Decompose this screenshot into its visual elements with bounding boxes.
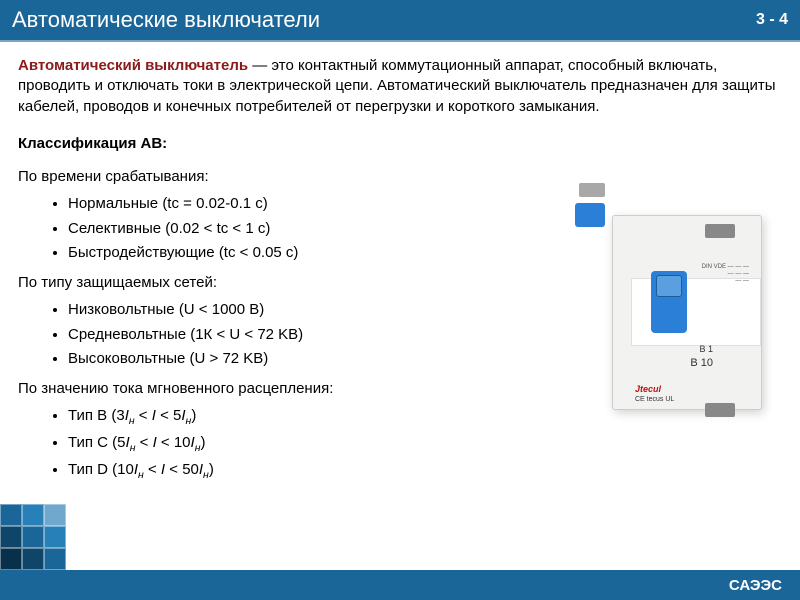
circuit-breaker-image: DIN VDE — — —— — —— — B 1 B 10 Jtecul CE… [575, 175, 770, 435]
decor-sq [0, 548, 22, 570]
device-brand: Jtecul [635, 384, 661, 394]
classification-title: Классификация АВ: [18, 135, 782, 152]
intro-paragraph: Автоматический выключатель — это контакт… [18, 56, 782, 117]
device-spec-text: DIN VDE — — —— — —— — [691, 264, 749, 286]
footer-bar: САЭЭС [0, 570, 800, 600]
device-toggle [651, 271, 687, 333]
footer-label: САЭЭС [729, 577, 782, 594]
list-item: Тип C (5Iн < I < 10Iн) [68, 431, 782, 458]
decor-sq [44, 504, 66, 526]
device-toggle-knob [656, 275, 682, 297]
decor-sq [0, 504, 22, 526]
header-bar: Автоматические выключатели 3 - 4 [0, 0, 800, 40]
decor-sq [22, 504, 44, 526]
device-terminal-top [705, 224, 735, 238]
page-title: Автоматические выключатели [12, 7, 320, 33]
device-marking-b1: B 1 [699, 344, 713, 354]
decor-sq [22, 548, 44, 570]
decor-sq [44, 548, 66, 570]
decor-sq [0, 526, 22, 548]
device-subbrand: CE tecus UL [635, 396, 674, 403]
device-clip [579, 183, 605, 197]
list-item: Тип D (10Iн < I < 50Iн) [68, 458, 782, 485]
device-rail-clip [575, 203, 605, 227]
intro-term: Автоматический выключатель [18, 57, 248, 74]
device-marking-b10: B 10 [690, 357, 713, 369]
decor-sq [22, 526, 44, 548]
device-body: DIN VDE — — —— — —— — B 1 B 10 Jtecul CE… [612, 215, 762, 410]
decor-corner [0, 504, 66, 570]
decor-sq [44, 526, 66, 548]
page-number: 3 - 4 [756, 11, 788, 29]
device-terminal-bottom [705, 403, 735, 417]
